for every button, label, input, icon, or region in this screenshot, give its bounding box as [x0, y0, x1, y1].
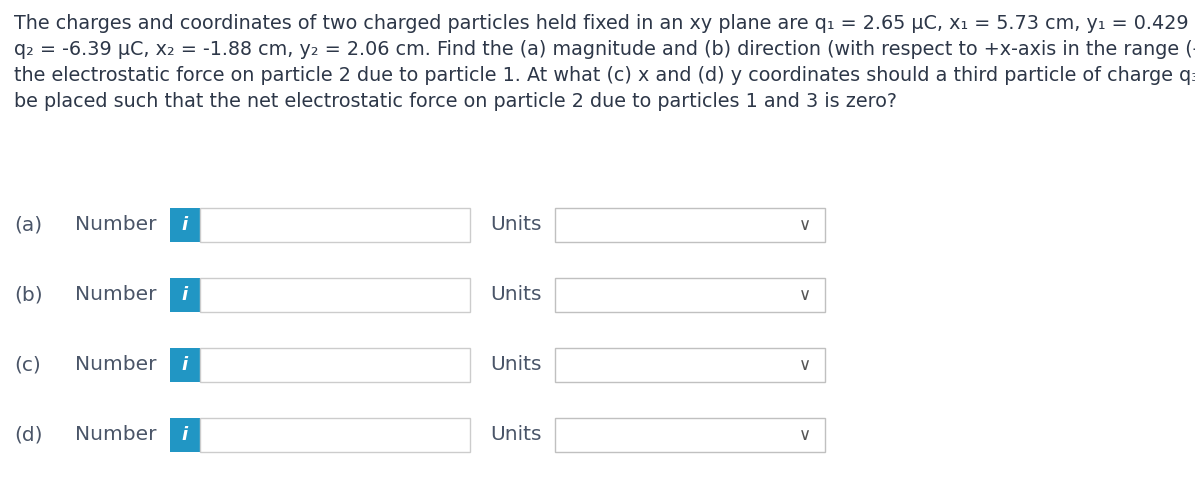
Text: i: i [182, 426, 188, 444]
Text: ∨: ∨ [799, 286, 811, 304]
Text: i: i [182, 216, 188, 234]
FancyBboxPatch shape [170, 278, 200, 312]
FancyBboxPatch shape [200, 278, 470, 312]
Text: Number: Number [75, 426, 157, 444]
Text: the electrostatic force on particle 2 due to particle 1. At what (c) x and (d) y: the electrostatic force on particle 2 du… [14, 66, 1195, 85]
Text: Units: Units [490, 216, 541, 234]
Text: ∨: ∨ [799, 216, 811, 234]
Text: (d): (d) [14, 426, 43, 444]
Text: i: i [182, 286, 188, 304]
Text: be placed such that the net electrostatic force on particle 2 due to particles 1: be placed such that the net electrostati… [14, 92, 897, 111]
Text: i: i [182, 356, 188, 374]
FancyBboxPatch shape [170, 348, 200, 382]
FancyBboxPatch shape [200, 208, 470, 242]
Text: ∨: ∨ [799, 356, 811, 374]
Text: (c): (c) [14, 356, 41, 374]
Text: Units: Units [490, 286, 541, 304]
FancyBboxPatch shape [200, 348, 470, 382]
Text: Units: Units [490, 356, 541, 374]
Text: q₂ = -6.39 μC, x₂ = -1.88 cm, y₂ = 2.06 cm. Find the (a) magnitude and (b) direc: q₂ = -6.39 μC, x₂ = -1.88 cm, y₂ = 2.06 … [14, 40, 1195, 59]
FancyBboxPatch shape [170, 418, 200, 452]
FancyBboxPatch shape [554, 208, 825, 242]
FancyBboxPatch shape [554, 348, 825, 382]
FancyBboxPatch shape [200, 418, 470, 452]
Text: Number: Number [75, 286, 157, 304]
Text: Number: Number [75, 216, 157, 234]
Text: The charges and coordinates of two charged particles held fixed in an xy plane a: The charges and coordinates of two charg… [14, 14, 1195, 33]
FancyBboxPatch shape [170, 208, 200, 242]
Text: Number: Number [75, 356, 157, 374]
FancyBboxPatch shape [554, 278, 825, 312]
FancyBboxPatch shape [554, 418, 825, 452]
Text: (b): (b) [14, 286, 43, 304]
Text: (a): (a) [14, 216, 42, 234]
Text: ∨: ∨ [799, 426, 811, 444]
Text: Units: Units [490, 426, 541, 444]
